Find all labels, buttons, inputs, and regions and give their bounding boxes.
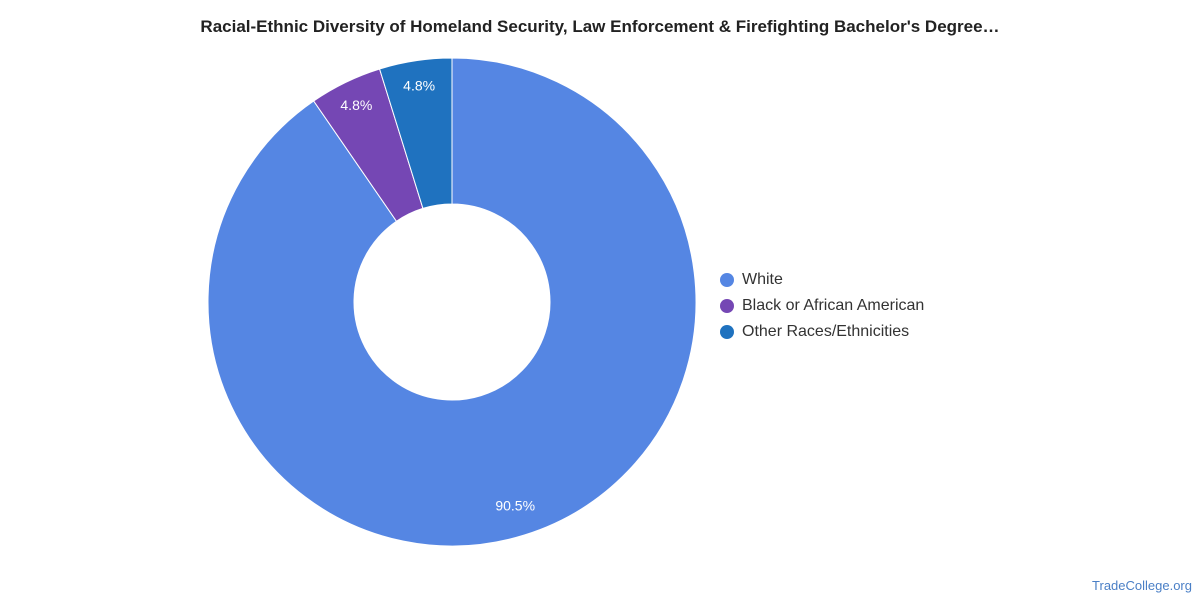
legend: White Black or African American Other Race… [720,267,924,345]
legend-swatch-2 [720,325,734,339]
slice-0 [207,57,697,547]
legend-item-2: Other Races/Ethnicities [720,319,924,345]
legend-label-2: Other Races/Ethnicities [742,323,910,340]
legend-swatch-1 [720,299,734,313]
slice-label-0: 90.5% [495,497,535,513]
legend-label-1: Black or African American [742,297,925,314]
slice-labels-group: 90.5% 4.8% 4.8% [340,77,535,513]
legend-item-1: Black or African American [720,293,924,319]
slice-2 [378,57,453,210]
chart-title: Racial-Ethnic Diversity of Homeland Secu… [200,17,1000,36]
slices-group [207,57,697,547]
legend-swatch-0 [720,273,734,287]
slice-label-2: 4.8% [403,77,435,93]
legend-item-0: White [720,267,924,293]
legend-label-0: White [742,271,783,288]
slice-label-1: 4.8% [340,97,372,113]
watermark: TradeCollege.org [1092,578,1192,593]
